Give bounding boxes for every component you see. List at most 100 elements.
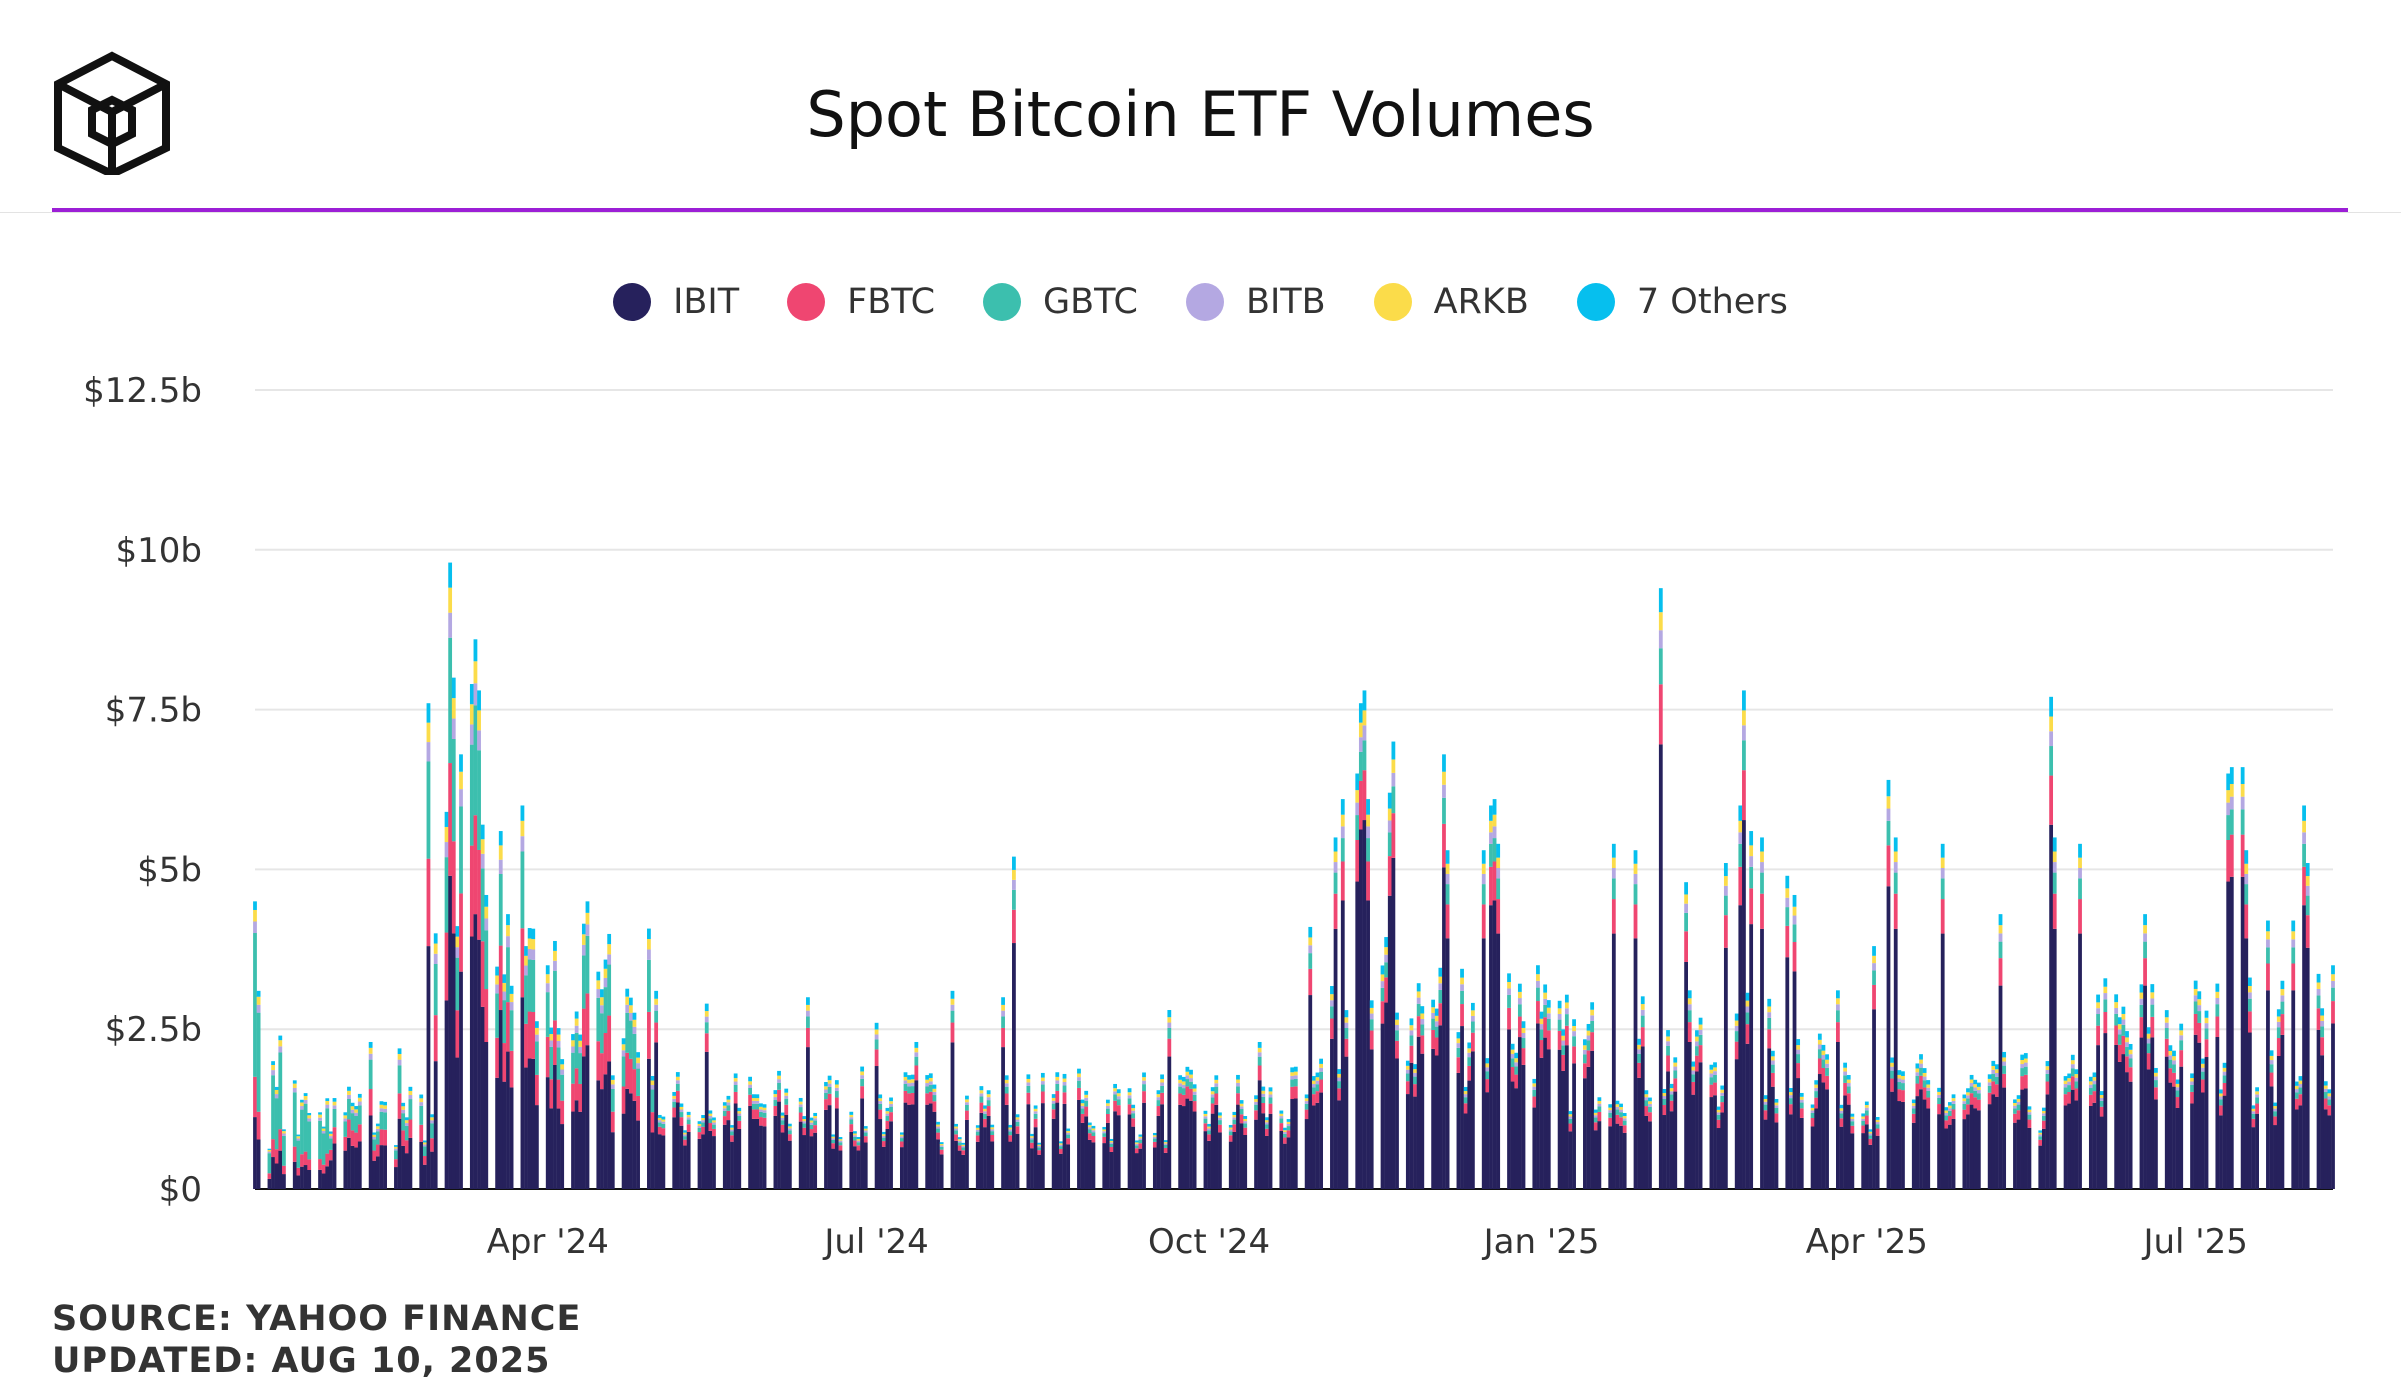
bar-2024-02-01 [328, 1131, 333, 1189]
bar-segment-arkb [1243, 1118, 1248, 1122]
bar-segment-fbtc [1485, 1079, 1490, 1093]
bar-segment-gbtc [1991, 1073, 1996, 1082]
bar-2025-01-02 [1543, 984, 1548, 1189]
bar-segment-ibit [1257, 1080, 1262, 1189]
bar-segment-fbtc [520, 928, 525, 998]
bar-segment-bitb [1648, 1103, 1652, 1107]
bar-segment-ibit [1395, 1058, 1399, 1189]
bar-segment-7-others [1181, 1076, 1186, 1082]
legend-item-gbtc[interactable]: GBTC [983, 282, 1138, 322]
bar-segment-ibit [1864, 1124, 1869, 1189]
bar-segment-7-others [860, 1066, 865, 1072]
bar-segment-arkb [2229, 784, 2234, 797]
bar-segment-arkb [806, 1004, 810, 1011]
bar-segment-7-others [1843, 1062, 1848, 1068]
bar-segment-ibit [925, 1104, 930, 1189]
bar-segment-arkb [2139, 992, 2144, 999]
bar-segment-7-others [1944, 1107, 1949, 1111]
bar-segment-bitb [975, 1129, 980, 1132]
bar-segment-bitb [2298, 1084, 2303, 1088]
bar-segment-ibit [874, 1066, 879, 1189]
bar-segment-bitb [2327, 1096, 2332, 1100]
bar-segment-bitb [1178, 1083, 1183, 1087]
bar-segment-7-others [1015, 1114, 1020, 1118]
bar-2024-03-06 [451, 677, 456, 1189]
bar-segment-bitb [1239, 1106, 1244, 1110]
bar-segment-7-others [2175, 1079, 2180, 1084]
bar-segment-fbtc [1026, 1092, 1031, 1105]
bar-segment-gbtc [379, 1111, 384, 1130]
bar-segment-bitb [1836, 1004, 1840, 1011]
bar-segment-bitb [1138, 1138, 1143, 1140]
bar-segment-ibit [784, 1114, 789, 1189]
bar-2024-05-07 [675, 1072, 680, 1189]
bar-segment-ibit [697, 1138, 702, 1189]
bar-segment-ibit [1293, 1098, 1298, 1189]
bar-segment-gbtc [444, 857, 449, 933]
bar-2024-01-11 [253, 901, 257, 1189]
bar-2024-11-27 [1413, 1064, 1417, 1189]
bar-segment-fbtc [524, 1023, 528, 1068]
bar-segment-arkb [2331, 974, 2335, 981]
bar-segment-gbtc [578, 1053, 583, 1084]
bar-segment-fbtc [2190, 1091, 2194, 1104]
legend-item-bitb[interactable]: BITB [1185, 282, 1326, 322]
bar-segment-ibit [683, 1145, 687, 1189]
bar-segment-7-others [1799, 1092, 1804, 1097]
bar-segment-arkb [889, 1101, 893, 1104]
bar-segment-bitb [860, 1075, 865, 1079]
bar-segment-ibit [1770, 1086, 1775, 1189]
bar-segment-ibit [1062, 1103, 1067, 1189]
bar-segment-ibit [256, 1139, 261, 1189]
bar-segment-arkb [1893, 851, 1898, 863]
bar-segment-fbtc [2331, 1001, 2335, 1024]
bar-segment-7-others [1091, 1125, 1096, 1129]
legend-item-arkb[interactable]: ARKB [1373, 282, 1529, 322]
bar-segment-gbtc [1366, 838, 1370, 862]
bar-segment-bitb [1590, 1015, 1595, 1021]
bar-segment-bitb [473, 683, 478, 706]
bar-segment-arkb [2179, 1030, 2184, 1036]
bar-segment-fbtc [1431, 1029, 1436, 1049]
bar-2024-08-14 [1033, 1105, 1038, 1189]
bar-segment-gbtc [936, 1128, 940, 1133]
bar-2025-07-29 [2294, 1081, 2299, 1189]
bar-segment-arkb [874, 1029, 879, 1035]
bar-segment-gbtc [1420, 1024, 1425, 1036]
legend-item-ibit[interactable]: IBIT [613, 282, 739, 322]
bar-segment-gbtc [824, 1092, 828, 1100]
bar-segment-arkb [2298, 1080, 2303, 1085]
bar-segment-gbtc [1543, 1004, 1548, 1018]
bar-2024-11-04 [1330, 986, 1334, 1189]
bar-segment-fbtc [831, 1143, 836, 1149]
bar-segment-fbtc [2041, 1120, 2046, 1129]
bar-2025-05-14 [2020, 1054, 2025, 1189]
bar-segment-bitb [253, 921, 257, 933]
bar-segment-arkb [2088, 1081, 2093, 1085]
bar-segment-7-others [798, 1097, 803, 1102]
bar-segment-ibit [2154, 1099, 2158, 1189]
bar-segment-gbtc [2273, 1111, 2278, 1117]
legend-item-others[interactable]: 7 Others [1576, 282, 1788, 322]
legend-item-fbtc[interactable]: FBTC [787, 282, 935, 322]
bar-segment-7-others [910, 1074, 915, 1080]
bar-segment-fbtc [1948, 1116, 1952, 1125]
bar-segment-ibit [426, 946, 431, 1189]
bar-segment-gbtc [722, 1110, 727, 1117]
bar-segment-fbtc [1330, 1018, 1334, 1039]
bar-segment-ibit [957, 1150, 962, 1189]
bar-segment-fbtc [459, 893, 463, 972]
bar-segment-fbtc [2226, 840, 2231, 882]
bar-segment-fbtc [1684, 931, 1688, 962]
bar-segment-arkb [2052, 851, 2057, 863]
bar-2025-05-20 [2041, 1107, 2046, 1189]
bar-segment-7-others [1543, 984, 1548, 993]
bar-segment-arkb [1836, 998, 1840, 1005]
bar-2024-10-07 [1228, 1124, 1233, 1189]
bar-segment-arkb [534, 1027, 539, 1035]
bar-segment-gbtc [1695, 1046, 1699, 1056]
chart-legend: IBIT FBTC GBTC BITB ARKB 7 Others [0, 282, 2401, 322]
bar-segment-ibit [1637, 1077, 1642, 1189]
bar-segment-fbtc [394, 1159, 398, 1168]
bar-segment-7-others [325, 1098, 330, 1101]
